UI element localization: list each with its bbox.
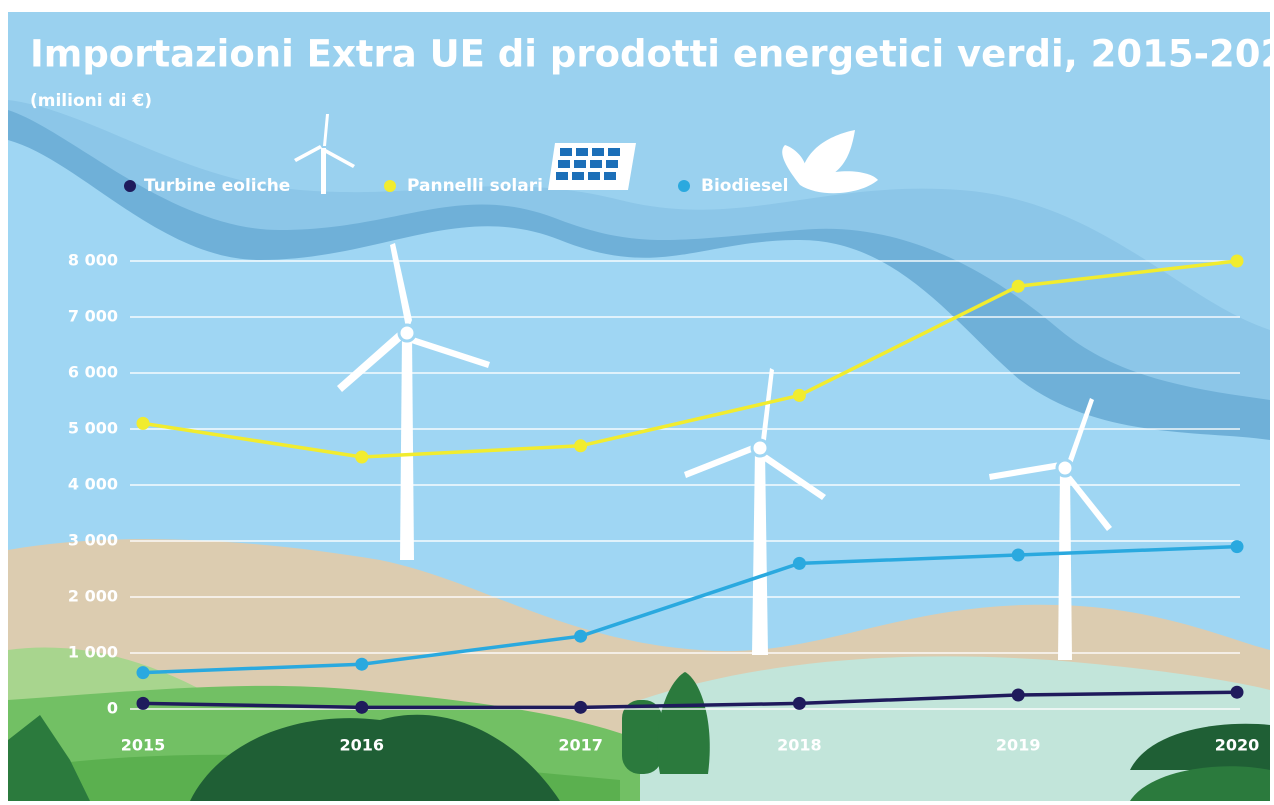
data-point bbox=[1012, 280, 1025, 293]
data-point bbox=[793, 557, 806, 570]
chart: Importazioni Extra UE di prodotti energe… bbox=[0, 0, 1274, 801]
data-point bbox=[1012, 549, 1025, 562]
y-tick-label: 7 000 bbox=[68, 307, 118, 326]
data-point bbox=[793, 697, 806, 710]
data-point bbox=[793, 389, 806, 402]
chart-title: Importazioni Extra UE di prodotti energe… bbox=[30, 33, 1274, 76]
y-tick-label: 0 bbox=[107, 699, 118, 718]
data-point bbox=[355, 451, 368, 464]
x-tick-label: 2017 bbox=[558, 736, 603, 755]
legend-marker bbox=[384, 180, 396, 192]
legend-marker bbox=[124, 180, 136, 192]
x-tick-label: 2020 bbox=[1215, 736, 1260, 755]
legend-label: Biodiesel bbox=[701, 176, 788, 196]
y-tick-label: 6 000 bbox=[68, 363, 118, 382]
data-point bbox=[1012, 689, 1025, 702]
data-point bbox=[574, 439, 587, 452]
y-tick-label: 5 000 bbox=[68, 419, 118, 438]
x-tick-label: 2016 bbox=[340, 736, 385, 755]
background bbox=[8, 12, 1270, 801]
data-point bbox=[137, 417, 150, 430]
data-point bbox=[355, 701, 368, 714]
data-point bbox=[1231, 255, 1244, 268]
x-tick-label: 2018 bbox=[777, 736, 822, 755]
chart-subtitle: (milioni di €) bbox=[30, 91, 152, 111]
data-point bbox=[355, 658, 368, 671]
data-point bbox=[574, 701, 587, 714]
legend-label: Turbine eoliche bbox=[144, 176, 290, 196]
data-point bbox=[137, 697, 150, 710]
y-tick-label: 1 000 bbox=[68, 643, 118, 662]
y-tick-label: 8 000 bbox=[68, 251, 118, 270]
y-tick-label: 4 000 bbox=[68, 475, 118, 494]
data-point bbox=[1231, 686, 1244, 699]
x-tick-label: 2015 bbox=[121, 736, 166, 755]
legend-marker bbox=[678, 180, 690, 192]
data-point bbox=[137, 666, 150, 679]
data-point bbox=[1231, 540, 1244, 553]
y-tick-label: 3 000 bbox=[68, 531, 118, 550]
data-point bbox=[574, 630, 587, 643]
y-tick-label: 2 000 bbox=[68, 587, 118, 606]
legend-label: Pannelli solari bbox=[407, 176, 543, 196]
x-tick-label: 2019 bbox=[996, 736, 1041, 755]
